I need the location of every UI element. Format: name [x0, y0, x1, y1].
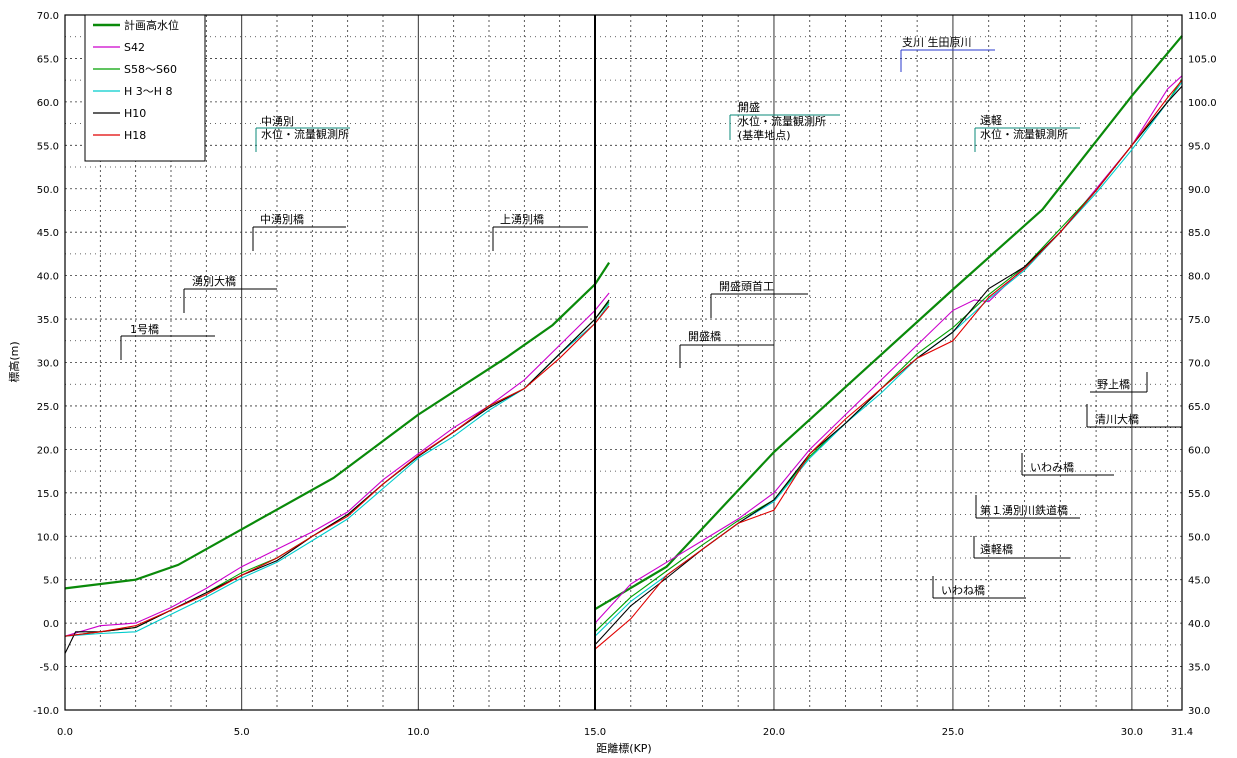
- annotation-label: 支川 生田原川: [902, 35, 972, 49]
- legend-label: H10: [124, 107, 146, 120]
- y-left-tick-label: -10.0: [33, 706, 59, 717]
- series-line: [64, 292, 610, 637]
- annotation-label: 遠軽: [980, 114, 1002, 127]
- y-right-tick-label: 70.0: [1188, 359, 1210, 370]
- y-right-tick-label: 90.0: [1188, 185, 1210, 196]
- series-line: [64, 301, 610, 637]
- y-left-tick-label: -5.0: [39, 663, 59, 674]
- annotation-label: 第１湧別川鉄道橋: [980, 503, 1068, 517]
- y-right-tick-label: 35.0: [1188, 663, 1210, 674]
- y-right-tick-label: 30.0: [1188, 706, 1210, 717]
- series-line: [64, 303, 610, 637]
- y-left-tick-label: 15.0: [37, 489, 59, 500]
- y-right-tick-label: 65.0: [1188, 402, 1210, 413]
- y-right-tick-label: 55.0: [1188, 489, 1210, 500]
- legend-label: S58〜S60: [124, 63, 177, 76]
- series-line: [64, 305, 610, 637]
- series-line: [594, 35, 1183, 611]
- legend-label: 計画高水位: [124, 18, 179, 32]
- y-right-tick-label: 100.0: [1188, 98, 1217, 109]
- y-left-tick-label: 5.0: [43, 576, 59, 587]
- y-left-tick-label: 70.0: [37, 11, 59, 22]
- annotation-label: 開盛橋: [688, 329, 721, 343]
- x-tick-label: 10.0: [407, 727, 429, 738]
- y-left-tick-label: 55.0: [37, 141, 59, 152]
- legend-box: [84, 14, 206, 162]
- series-line: [594, 79, 1183, 650]
- x-tick-label: 15.0: [584, 727, 606, 738]
- y-left-tick-label: 30.0: [37, 359, 59, 370]
- annotation-label: いわみ橋: [1030, 460, 1074, 474]
- legend: 計画高水位 S42 S58〜S60 H 3〜H 8 H10 H18: [84, 14, 206, 162]
- x-tick-label: 30.0: [1121, 727, 1143, 738]
- y-left-tick-label: 35.0: [37, 315, 59, 326]
- grid-lines: [64, 14, 1182, 711]
- y-right-tick-label: 105.0: [1188, 54, 1217, 65]
- annotation-label: 遠軽橋: [980, 542, 1013, 556]
- annotations: 1号橋湧別大橋中湧別橋中湧別水位・流量観測所上湧別橋開盛橋開盛頭首工開盛水位・流…: [120, 35, 1182, 599]
- y-right-tick-label: 50.0: [1188, 532, 1210, 543]
- y-right-tick-label: 45.0: [1188, 576, 1210, 587]
- axis-ticks: 70.0 65.0 60.0 55.0 50.0 45.0 40.0 35.0 30.0 25.0…: [33, 11, 1217, 738]
- y-left-tick-label: 60.0: [37, 98, 59, 109]
- y-left-tick-label: 40.0: [37, 272, 59, 283]
- annotation-label: 1号橋: [130, 322, 159, 336]
- plot-frame: [64, 14, 1183, 711]
- plot-border: [64, 14, 1183, 711]
- annotation-label: 水位・流量観測所: [261, 127, 349, 141]
- annotation-label: 開盛頭首工: [719, 279, 774, 293]
- annotation-label: 水位・流量観測所: [980, 127, 1068, 141]
- annotation-label: 上湧別橋: [500, 212, 544, 226]
- y-left-tick-label: 50.0: [37, 185, 59, 196]
- annotation-label: 野上橋: [1097, 377, 1130, 391]
- annotation-label: 湧別大橋: [192, 274, 236, 288]
- x-tick-label: 25.0: [942, 727, 964, 738]
- legend-label: H 3〜H 8: [124, 85, 173, 98]
- x-tick-label: 31.4: [1171, 727, 1193, 738]
- y-left-tick-label: 45.0: [37, 228, 59, 239]
- series-line: [594, 75, 1183, 624]
- annotation-label: いわね橋: [941, 583, 985, 597]
- x-tick-label: 0.0: [57, 727, 73, 738]
- y-right-tick-label: 110.0: [1188, 11, 1217, 22]
- y-right-tick-label: 75.0: [1188, 315, 1210, 326]
- annotation-label: (基準地点): [738, 128, 791, 142]
- annotation-label: 開盛: [738, 100, 760, 114]
- y-axis-label: 標高(m): [7, 341, 21, 382]
- x-axis-label: 距離標(KP): [596, 741, 651, 755]
- y-right-tick-label: 85.0: [1188, 228, 1210, 239]
- y-right-tick-label: 40.0: [1188, 619, 1210, 630]
- y-right-tick-label: 60.0: [1188, 445, 1210, 456]
- x-tick-label: 20.0: [763, 727, 785, 738]
- y-left-tick-label: 0.0: [43, 619, 59, 630]
- series-line: [594, 85, 1183, 646]
- annotation-label: 中湧別: [261, 115, 294, 128]
- series-line: [594, 81, 1183, 637]
- y-left-tick-label: 20.0: [37, 445, 59, 456]
- series-lines: [64, 35, 1183, 654]
- legend-label: S42: [124, 41, 145, 54]
- x-tick-label: 5.0: [234, 727, 250, 738]
- y-right-tick-label: 95.0: [1188, 141, 1210, 152]
- annotation-label: 中湧別橋: [260, 212, 304, 226]
- annotation-label: 水位・流量観測所: [738, 114, 826, 128]
- y-right-tick-label: 80.0: [1188, 272, 1210, 283]
- legend-label: H18: [124, 129, 146, 142]
- y-left-tick-label: 10.0: [37, 532, 59, 543]
- annotation-label: 清川大橋: [1095, 412, 1139, 426]
- y-left-tick-label: 65.0: [37, 54, 59, 65]
- series-line: [64, 299, 610, 654]
- series-line: [64, 262, 611, 590]
- y-left-tick-label: 25.0: [37, 402, 59, 413]
